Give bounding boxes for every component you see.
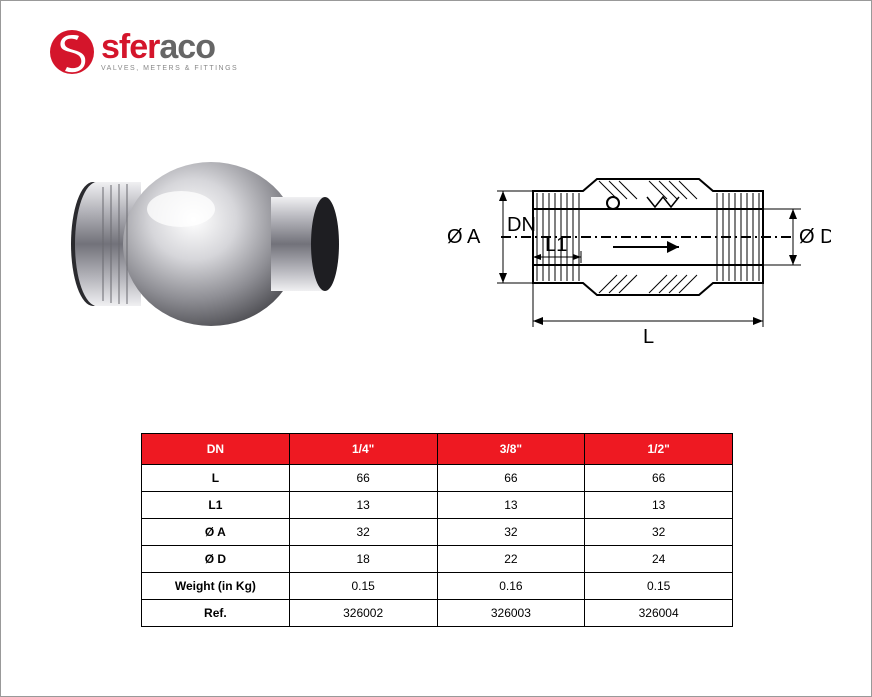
col-header: 1/2" (585, 434, 733, 465)
dim-label-oa: Ø A (447, 226, 481, 248)
row-label: L (142, 465, 290, 492)
cell: 66 (437, 465, 585, 492)
cell: 66 (585, 465, 733, 492)
cell: 0.15 (585, 573, 733, 600)
logo-mark-icon (49, 29, 95, 75)
cell: 32 (289, 519, 437, 546)
row-label: L1 (142, 492, 290, 519)
spec-table: DN 1/4" 3/8" 1/2" L666666L1131313Ø A3232… (141, 433, 733, 627)
table-row: L1131313 (142, 492, 733, 519)
dim-label-l1: L1 (545, 234, 567, 256)
logo-word-left: sfer (101, 28, 159, 66)
logo-tagline: VALVES, METERS & FITTINGS (101, 65, 238, 72)
cell: 13 (585, 492, 733, 519)
row-label: Ref. (142, 600, 290, 627)
technical-diagram: Ø A DN L1 Ø D L (441, 151, 831, 351)
row-label: Weight (in Kg) (142, 573, 290, 600)
table-row: Ø A323232 (142, 519, 733, 546)
row-label: Ø D (142, 546, 290, 573)
logo-wordmark: sferaco (101, 32, 238, 63)
cell: 326002 (289, 600, 437, 627)
col-header: DN (142, 434, 290, 465)
dim-label-l: L (643, 326, 654, 348)
product-photo (51, 129, 351, 359)
logo-word-right: aco (159, 28, 215, 66)
cell: 18 (289, 546, 437, 573)
cell: 13 (437, 492, 585, 519)
cell: 326004 (585, 600, 733, 627)
cell: 32 (437, 519, 585, 546)
table-header-row: DN 1/4" 3/8" 1/2" (142, 434, 733, 465)
table-row: Weight (in Kg)0.150.160.15 (142, 573, 733, 600)
cell: 66 (289, 465, 437, 492)
dim-label-dn: DN (507, 214, 536, 236)
cell: 24 (585, 546, 733, 573)
row-label: Ø A (142, 519, 290, 546)
table-row: Ref.326002326003326004 (142, 600, 733, 627)
table-row: L666666 (142, 465, 733, 492)
cell: 22 (437, 546, 585, 573)
cell: 0.16 (437, 573, 585, 600)
cell: 326003 (437, 600, 585, 627)
col-header: 1/4" (289, 434, 437, 465)
cell: 13 (289, 492, 437, 519)
cell: 0.15 (289, 573, 437, 600)
dim-label-od: Ø D (799, 226, 831, 248)
col-header: 3/8" (437, 434, 585, 465)
brand-logo: sferaco VALVES, METERS & FITTINGS (49, 29, 238, 75)
cell: 32 (585, 519, 733, 546)
table-row: Ø D182224 (142, 546, 733, 573)
